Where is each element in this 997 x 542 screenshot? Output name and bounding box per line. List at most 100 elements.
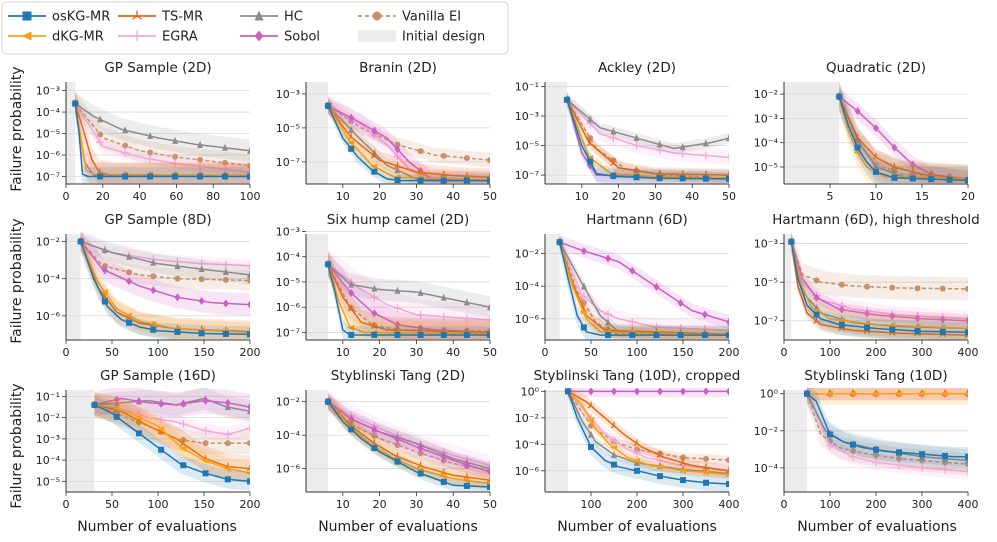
x-tick-label: 10 [336,346,350,359]
panel-ackley-2d: 10⁻⁷ 10⁻⁵ 10⁻³ 10⁻¹ 10 20 30 40 50 Ackley (2D) [515,60,736,203]
data-point-oskg-mr [965,177,968,184]
series-line-hc [80,240,250,276]
y-tick-label: 10⁻⁵ [276,122,300,135]
band-dkg-mr [791,232,968,340]
series-line-ts-mr [327,401,490,482]
data-point-oskg-mr [126,319,133,326]
data-point-oskg-mr [325,102,332,109]
data-point-sobol [394,435,401,444]
data-point-ts-mr [964,331,968,338]
data-point-vanilla-ei [101,263,108,270]
data-point-sobol [440,452,447,461]
x-tick-label: 30 [409,190,423,203]
legend-entry-hc: HC [240,10,303,25]
legend-marker [22,11,32,21]
x-tick-label: 0 [781,498,788,511]
data-point-oskg-mr [873,446,879,453]
data-point-oskg-mr [91,401,98,408]
data-point-vanilla-ei [172,153,179,160]
data-point-oskg-mr [565,388,571,395]
x-tick-label: 50 [105,498,119,511]
data-point-dkg-mr [633,457,640,464]
data-point-sobol [247,403,250,411]
data-point-sobol [588,388,594,396]
data-point-oskg-mr [703,479,709,486]
data-point-vanilla-ei [247,162,250,169]
data-point-dkg-mr [587,417,594,424]
data-point-ts-mr [179,439,187,447]
series-line-sobol [80,240,250,306]
data-point-dkg-mr [462,477,470,484]
band-egra [559,233,729,339]
x-tick-label: 100 [240,190,261,203]
data-point-dkg-mr [125,312,133,319]
data-point-oskg-mr [417,177,424,184]
data-point-oskg-mr [680,477,686,484]
band-hc [328,394,490,476]
data-point-oskg-mr [150,326,157,333]
y-tick-label: 10⁻² [515,248,539,261]
data-point-dkg-mr [849,390,856,397]
panel-title: Styblinski Tang (10D), cropped [534,368,741,384]
x-axis-label-col-4: Number of evaluations [797,519,957,535]
data-point-sobol [371,126,378,135]
series-line-egra [566,99,729,159]
x-tick-label: 80 [206,190,220,203]
y-tick-label: 10⁻⁴ [276,429,301,442]
y-tick-label: 10⁻⁶ [515,313,540,326]
legend-marker [254,30,264,42]
series-line-sobol [559,241,729,323]
panel-title: Styblinski Tang (10D) [804,368,947,384]
data-point-vanilla-ei [680,454,686,461]
legend-entry-vanilla-ei: Vanilla EI [358,10,461,25]
data-point-sobol [150,286,157,295]
x-tick-label: 100 [820,346,841,359]
data-point-oskg-mr [677,332,684,339]
data-point-egra [157,415,166,424]
x-tick-label: 40 [685,190,699,203]
data-point-sobol [611,388,617,396]
data-point-dkg-mr [179,445,187,452]
data-point-vanilla-ei [197,156,204,163]
initial-design-region [66,82,76,184]
y-tick-label: 10⁻⁷ [276,156,300,169]
data-point-hc [172,136,179,144]
legend-marker [254,10,264,21]
data-point-oskg-mr [633,174,640,181]
band-oskg-mr [568,388,729,492]
panel-quadratic-2d: 10⁻⁵ 10⁻⁴ 10⁻³ 10⁻² 5 10 15 20 Quadratic (2D) [754,60,975,203]
data-point-oskg-mr [440,478,447,485]
y-axis-label-row-2: Failure probability [9,218,25,343]
data-point-sobol [854,107,861,116]
y-tick-label: 10⁻³ [36,433,60,446]
y-tick-label: 10⁻⁵ [36,475,60,488]
data-point-vanilla-ei [198,276,205,283]
data-point-dkg-mr [895,390,902,397]
data-point-sobol [180,399,187,408]
y-axis-label-row-3: Failure probability [9,383,25,508]
data-point-vanilla-ei [222,159,229,166]
data-point-sobol [487,467,490,476]
data-point-ts-mr [586,139,594,147]
y-tick-label: 10⁻⁵ [515,140,539,153]
band-oskg-mr [839,84,968,184]
band-egra [328,95,490,184]
data-point-oskg-mr [909,175,916,182]
data-point-vanilla-ei [126,269,133,276]
data-point-sobol [580,246,587,255]
data-point-vanilla-ei [202,440,209,447]
data-point-egra [246,168,250,177]
panel-title: GP Sample (8D) [104,212,211,228]
data-point-oskg-mr [197,173,204,180]
band-ts-mr [559,235,729,340]
series-line-oskg-mr [558,241,729,336]
series-group [787,232,968,340]
data-point-ts-mr [633,166,640,174]
series-group [835,82,968,184]
data-point-dkg-mr [918,390,925,397]
band-egra [75,95,250,180]
data-point-ts-mr [417,168,424,176]
data-point-sobol [914,314,921,323]
data-point-dkg-mr [157,426,165,433]
data-point-hc [97,115,104,123]
